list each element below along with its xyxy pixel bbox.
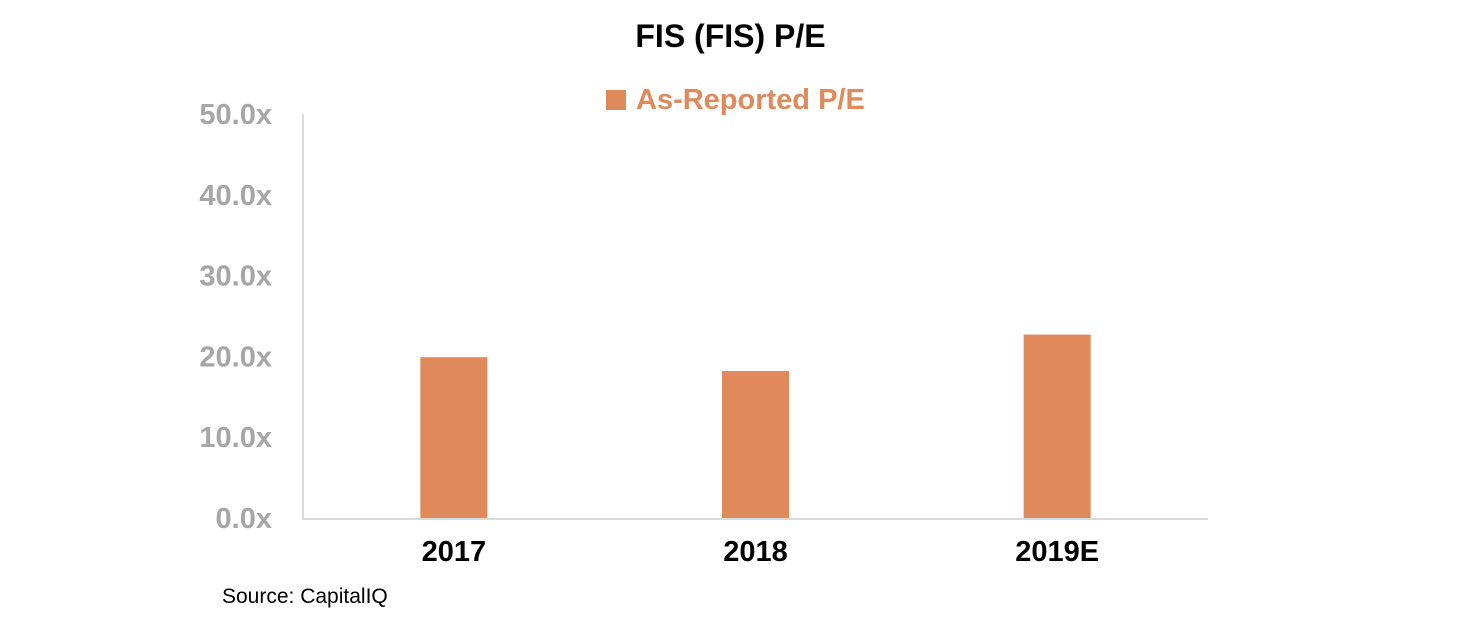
y-tick-label: 20.0x [199, 341, 272, 373]
y-tick-label: 40.0x [199, 180, 272, 212]
bar [420, 357, 488, 518]
chart-title: FIS (FIS) P/E [635, 18, 826, 54]
y-tick-label: 10.0x [199, 422, 272, 454]
y-tick-label: 30.0x [199, 261, 272, 293]
chart-legend: As-Reported P/E [606, 82, 865, 118]
bar [1023, 334, 1091, 518]
y-tick-label: 0.0x [216, 503, 272, 535]
legend-label: As-Reported P/E [636, 83, 865, 116]
x-tick-label: 2018 [723, 536, 788, 568]
bar [722, 370, 789, 518]
source-note: Source: CapitalIQ [222, 585, 388, 608]
legend-swatch [606, 90, 626, 110]
x-tick-label: 2017 [422, 536, 487, 568]
y-tick-label: 50.0x [199, 99, 272, 131]
x-tick-label: 2019E [1015, 536, 1099, 568]
